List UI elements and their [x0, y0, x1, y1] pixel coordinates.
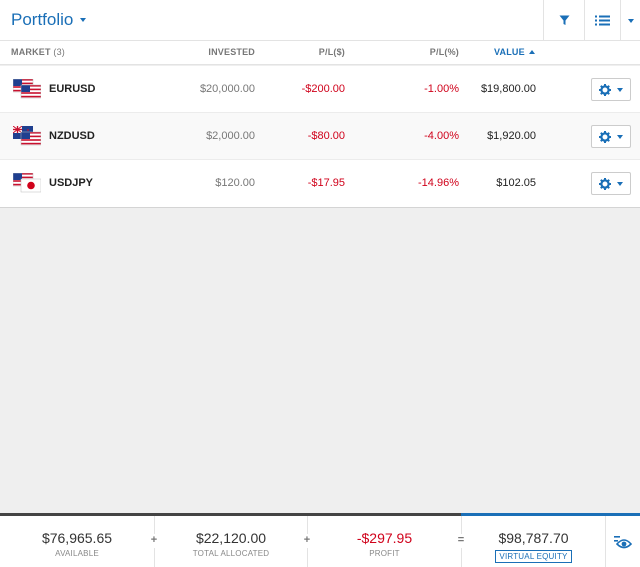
market-count: (3) [53, 47, 66, 57]
row-settings-button[interactable] [591, 78, 631, 101]
flag-pair-icon [13, 126, 41, 146]
row-settings-button[interactable] [591, 125, 631, 148]
table-row[interactable]: EURUSD $20,000.00 -$200.00 -1.00% $19,80… [0, 66, 640, 113]
gear-icon [599, 83, 611, 96]
chevron-down-icon [617, 181, 623, 186]
chevron-down-icon [617, 87, 623, 92]
pl-percent: -14.96% [418, 177, 459, 189]
invested-amount: $120.00 [215, 177, 255, 189]
gear-icon [599, 177, 611, 190]
virtual-equity-stat: $98,787.70 VIRTUAL EQUITY [462, 516, 605, 567]
market-symbol[interactable]: NZDUSD [49, 130, 95, 142]
table-row[interactable]: NZDUSD $2,000.00 -$80.00 -4.00% $1,920.0… [0, 113, 640, 160]
available-label: AVAILABLE [55, 549, 99, 558]
list-view-button[interactable] [584, 0, 620, 41]
flag-pair-icon [13, 173, 41, 193]
view-options-dropdown[interactable] [620, 0, 640, 41]
allocated-value: $22,120.00 [195, 530, 267, 546]
position-value: $19,800.00 [480, 83, 536, 95]
profit-value: -$297.95 [356, 530, 413, 546]
column-invested[interactable]: INVESTED [208, 47, 255, 57]
plus-operator: + [147, 534, 161, 548]
equity-label[interactable]: VIRTUAL EQUITY [495, 550, 572, 563]
pl-amount: -$200.00 [301, 83, 345, 95]
account-summary-bar: $76,965.65 AVAILABLE + $22,120.00 TOTAL … [0, 513, 640, 567]
allocated-label: TOTAL ALLOCATED [192, 549, 270, 558]
row-settings-button[interactable] [591, 172, 631, 195]
equity-value: $98,787.70 [498, 530, 569, 546]
pl-percent: -4.00% [424, 130, 459, 142]
plus-operator: + [300, 534, 314, 548]
column-pl-percent[interactable]: P/L(%) [429, 47, 459, 57]
position-value: $1,920.00 [487, 130, 536, 142]
portfolio-title-dropdown[interactable]: Portfolio [11, 10, 87, 30]
portfolio-header: Portfolio [0, 0, 640, 41]
eye-icon [614, 535, 632, 548]
column-value[interactable]: VALUE [494, 47, 535, 57]
equals-operator: = [454, 534, 468, 548]
pl-percent: -1.00% [424, 83, 459, 95]
chevron-down-icon [627, 18, 634, 23]
column-pl[interactable]: P/L($) [318, 47, 345, 57]
column-market-label: MARKET [11, 47, 51, 57]
total-allocated-stat: $22,120.00 TOTAL ALLOCATED [155, 516, 307, 567]
gear-icon [599, 130, 611, 143]
available-stat: $76,965.65 AVAILABLE [0, 516, 154, 567]
active-indicator [461, 513, 640, 516]
invested-amount: $2,000.00 [206, 130, 255, 142]
pl-amount: -$80.00 [307, 130, 345, 142]
table-row[interactable]: USDJPY $120.00 -$17.95 -14.96% $102.05 [0, 160, 640, 207]
market-symbol[interactable]: EURUSD [49, 83, 96, 95]
column-market[interactable]: MARKET (3) [11, 47, 65, 57]
profit-label: PROFIT [369, 549, 400, 558]
visibility-toggle-button[interactable] [605, 516, 640, 567]
filter-icon [559, 15, 569, 25]
table-header: MARKET (3) INVESTED P/L($) P/L(%) VALUE [0, 41, 640, 65]
profit-stat: -$297.95 PROFIT [308, 516, 461, 567]
sort-ascending-icon [528, 50, 535, 54]
filter-button[interactable] [543, 0, 584, 41]
chevron-down-icon [80, 18, 87, 22]
invested-amount: $20,000.00 [199, 83, 255, 95]
pl-amount: -$17.95 [307, 177, 345, 189]
positions-table: EURUSD $20,000.00 -$200.00 -1.00% $19,80… [0, 66, 640, 208]
list-icon [595, 15, 610, 26]
flag-pair-icon [13, 79, 41, 99]
available-value: $76,965.65 [41, 530, 113, 546]
page-title: Portfolio [11, 10, 74, 29]
column-value-label: VALUE [494, 47, 525, 57]
position-value: $102.05 [496, 177, 536, 189]
market-symbol[interactable]: USDJPY [49, 177, 94, 189]
chevron-down-icon [617, 134, 623, 139]
